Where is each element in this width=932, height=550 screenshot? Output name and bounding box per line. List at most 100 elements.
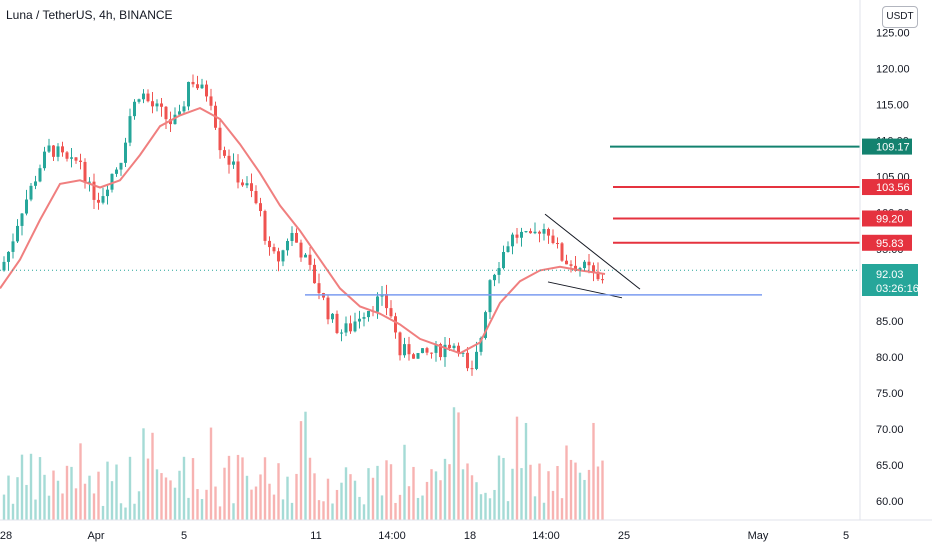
price-tick-label: 70.00	[876, 424, 904, 436]
volume-bar	[394, 502, 397, 520]
volume-bar	[205, 489, 208, 520]
volume-bar	[25, 484, 28, 520]
candle-body	[277, 251, 280, 262]
volume-bar	[119, 503, 123, 520]
candle-body	[106, 189, 109, 197]
volume-bar	[151, 432, 154, 520]
volume-bar	[34, 499, 37, 520]
volume-bar	[353, 480, 357, 520]
level-tag	[862, 179, 912, 196]
candle-body	[263, 211, 267, 241]
volume-bar	[349, 474, 352, 520]
candle-body	[178, 111, 181, 115]
level-tag	[862, 234, 912, 251]
candle-body	[529, 231, 532, 234]
candle-body	[20, 213, 24, 226]
volume-bar	[277, 463, 280, 520]
volume-bar	[101, 505, 105, 520]
candle-body	[133, 101, 136, 117]
volume-bar	[371, 477, 375, 520]
candle-body	[209, 96, 213, 106]
candle-body	[533, 231, 537, 234]
volume-bar	[286, 476, 289, 520]
candle-body	[227, 155, 231, 165]
candle-body	[389, 308, 393, 317]
candle-body	[38, 168, 42, 182]
level-label: 99.20	[876, 213, 904, 225]
candle-body	[205, 84, 208, 97]
candle-body	[331, 313, 334, 320]
level-tag	[862, 210, 912, 227]
horizontal-levels	[610, 145, 860, 244]
volume-bar	[421, 495, 424, 520]
currency-button[interactable]: USDT	[882, 6, 918, 28]
candle-body	[448, 344, 451, 349]
volume-bar	[56, 480, 60, 520]
volume-bar	[232, 503, 235, 520]
trendline[interactable]	[544, 213, 641, 290]
volume-bar	[110, 481, 114, 520]
candle-body	[164, 106, 168, 120]
candle-body	[88, 181, 91, 183]
volume-bar	[542, 502, 546, 520]
candle-body	[52, 145, 55, 157]
time-tick-label: May	[748, 530, 769, 542]
volume-bar	[2, 494, 6, 520]
candle-body	[308, 254, 312, 265]
volume-bar	[569, 459, 573, 520]
volume-bar	[448, 464, 451, 520]
candle-body	[443, 344, 447, 358]
volume-bar	[263, 457, 267, 520]
candle-body	[475, 351, 478, 369]
volume-bar	[596, 466, 600, 520]
candle-body	[461, 352, 465, 354]
candle-body	[34, 181, 37, 186]
volume-bar	[70, 466, 73, 520]
volume-bar	[434, 471, 438, 520]
volume-bar	[470, 475, 474, 520]
time-tick-label: Apr	[87, 530, 104, 542]
volume-bar	[416, 497, 420, 520]
candle-body	[241, 182, 244, 186]
candle-body	[515, 234, 519, 238]
volume-bar	[538, 463, 541, 520]
volume-bar	[587, 469, 591, 520]
candle-body	[272, 247, 276, 252]
candle-body	[124, 142, 127, 163]
candle-body	[385, 294, 388, 309]
volume-bar	[304, 411, 307, 520]
candle-body	[425, 348, 429, 353]
volume-bar	[52, 470, 55, 520]
candle-body	[484, 312, 487, 338]
candle-body	[290, 232, 294, 241]
candle-body	[119, 162, 123, 170]
volume-bar	[245, 475, 249, 520]
time-axis[interactable]: 28 Apr 5 11 14:00 18 14:00 25 May 5	[0, 530, 849, 542]
volume-bar	[133, 503, 136, 520]
volume-bar	[259, 474, 262, 520]
candle-body	[466, 352, 469, 369]
candles	[2, 74, 604, 376]
volume-bar	[511, 468, 514, 520]
volume-bar	[488, 498, 492, 520]
time-tick-label: 25	[618, 530, 630, 542]
volume-bar	[497, 455, 501, 520]
candle-body	[376, 296, 379, 312]
volume-bar	[38, 457, 42, 520]
candle-body	[16, 225, 19, 242]
volume-bar	[506, 501, 510, 520]
volume-bar	[592, 422, 595, 520]
candle-body	[304, 254, 307, 258]
volume-bar	[196, 489, 199, 520]
candle-body	[250, 183, 253, 192]
candle-body	[367, 310, 370, 318]
volume-bar	[61, 493, 64, 520]
volume-bar	[524, 422, 528, 520]
candle-body	[187, 81, 190, 107]
volume-bar	[106, 461, 109, 520]
candle-body	[29, 185, 33, 200]
volume-bar	[367, 468, 370, 520]
volume-bar	[407, 486, 411, 520]
volume-bar	[425, 481, 429, 520]
